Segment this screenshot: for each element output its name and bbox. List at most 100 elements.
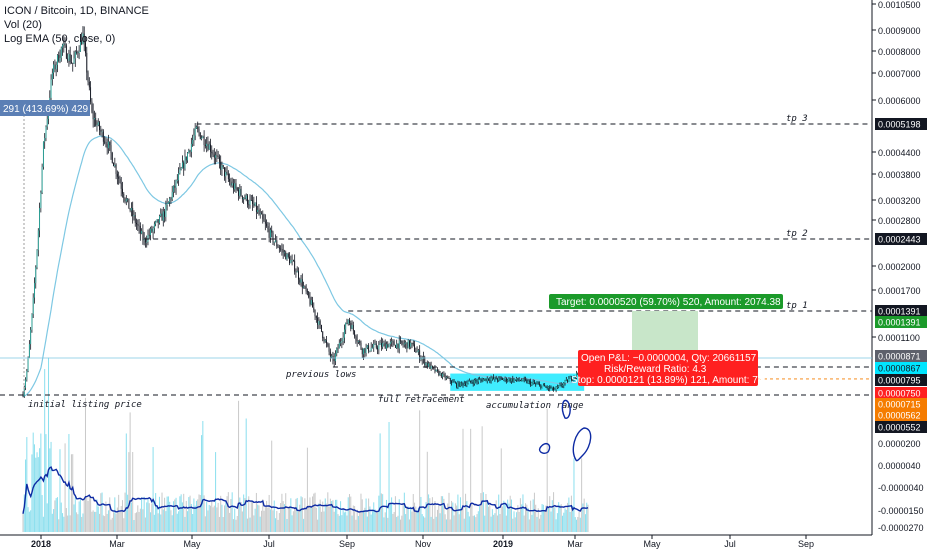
candle-body: [78, 51, 80, 54]
volume-bar: [392, 513, 394, 532]
price-tick-label: 0.0006000: [878, 96, 921, 106]
volume-bar: [176, 513, 178, 532]
candle-body: [447, 377, 449, 379]
volume-bar: [449, 519, 451, 532]
volume-bar: [86, 496, 88, 532]
candle-body: [545, 386, 547, 388]
volume-bar: [567, 502, 569, 532]
price-marker-box[interactable]: [875, 118, 927, 130]
volume-bar: [326, 503, 328, 532]
candle-body: [201, 137, 203, 139]
candle-body: [332, 356, 334, 359]
time-tick-label: Jul: [724, 539, 736, 549]
price-marker-box[interactable]: [875, 316, 927, 328]
price-tick-label: 0.0007000: [878, 69, 921, 79]
volume-bar: [198, 494, 200, 532]
candle-body: [296, 271, 298, 273]
price-marker-box[interactable]: [875, 350, 927, 362]
candle-body: [354, 330, 356, 337]
candle-body: [245, 195, 247, 199]
volume-bar: [581, 458, 583, 532]
candle-body: [59, 57, 61, 62]
volume-bar: [388, 422, 390, 532]
volume-bar: [23, 494, 25, 532]
volume-bar: [97, 506, 99, 532]
volume-bar: [179, 496, 181, 532]
candle-body: [420, 358, 422, 360]
candle-body: [357, 341, 359, 342]
target-label-box: [549, 294, 783, 309]
candle-body: [443, 373, 445, 375]
candle-body: [350, 322, 352, 329]
price-marker-box[interactable]: [875, 374, 927, 386]
volume-indicator-label[interactable]: Vol (20): [4, 19, 42, 31]
candle-body: [343, 329, 345, 338]
price-marker-box[interactable]: [875, 233, 927, 245]
candle-body: [484, 378, 486, 380]
price-marker-box[interactable]: [875, 421, 927, 433]
volume-bar: [33, 444, 35, 532]
volume-bar: [306, 447, 308, 532]
volume-bar: [164, 497, 166, 532]
candle-body: [259, 213, 261, 215]
candle-body: [189, 150, 191, 152]
price-marker-box[interactable]: [875, 362, 927, 374]
candle-body: [285, 252, 287, 260]
candle-body: [97, 122, 99, 125]
volume-bar: [505, 515, 507, 532]
volume-bar: [268, 494, 270, 532]
volume-bar: [248, 496, 250, 532]
ema-indicator-label[interactable]: Log EMA (50, close, 0): [4, 33, 116, 45]
volume-bar: [259, 516, 261, 532]
price-marker-box[interactable]: [875, 398, 927, 410]
candle-body: [466, 383, 468, 386]
candle-body: [72, 62, 74, 64]
volume-bar: [315, 507, 317, 532]
volume-bar: [486, 500, 488, 532]
price-marker-box[interactable]: [875, 305, 927, 317]
candle-body: [375, 343, 377, 348]
volume-bar: [157, 513, 159, 532]
volume-bar: [202, 421, 204, 532]
price-marker-box[interactable]: [875, 409, 927, 421]
volume-bar: [224, 505, 226, 532]
volume-bar: [312, 496, 314, 532]
candle-body: [188, 150, 190, 154]
volume-bar: [63, 516, 65, 532]
volume-bar: [174, 499, 176, 532]
volume-bar: [215, 452, 217, 532]
candle-body: [235, 183, 237, 189]
volume-bar: [254, 508, 256, 532]
volume-bar: [230, 499, 232, 532]
candle-body: [329, 351, 331, 357]
volume-bar: [36, 452, 38, 532]
volume-bar: [556, 513, 558, 532]
price-marker-box[interactable]: [875, 387, 927, 399]
volume-bar: [519, 498, 521, 532]
volume-bar: [199, 494, 201, 532]
volume-bar: [313, 493, 315, 532]
volume-bar: [60, 502, 62, 532]
volume-bar: [185, 500, 187, 532]
candle-body: [208, 144, 210, 150]
candle-body: [532, 382, 534, 384]
volume-bar: [551, 500, 553, 532]
volume-bar: [77, 514, 79, 532]
candle-body: [335, 353, 336, 362]
volume-bar: [184, 516, 186, 532]
volume-tick-label: 0.0000200: [878, 439, 921, 449]
volume-bar: [229, 512, 231, 532]
candle-body: [554, 389, 556, 391]
symbol-title[interactable]: ICON / Bitcoin, 1D, BINANCE: [4, 5, 149, 17]
candle-body: [102, 131, 104, 142]
candle-body: [494, 377, 496, 379]
candle-body: [312, 300, 313, 308]
volume-bar: [510, 499, 512, 532]
time-tick-label: 2019: [493, 539, 513, 549]
candle-body: [148, 234, 150, 236]
candle-body: [400, 340, 401, 342]
candle-body: [414, 344, 415, 352]
volume-bar: [458, 514, 460, 532]
volume-bar: [181, 502, 183, 532]
